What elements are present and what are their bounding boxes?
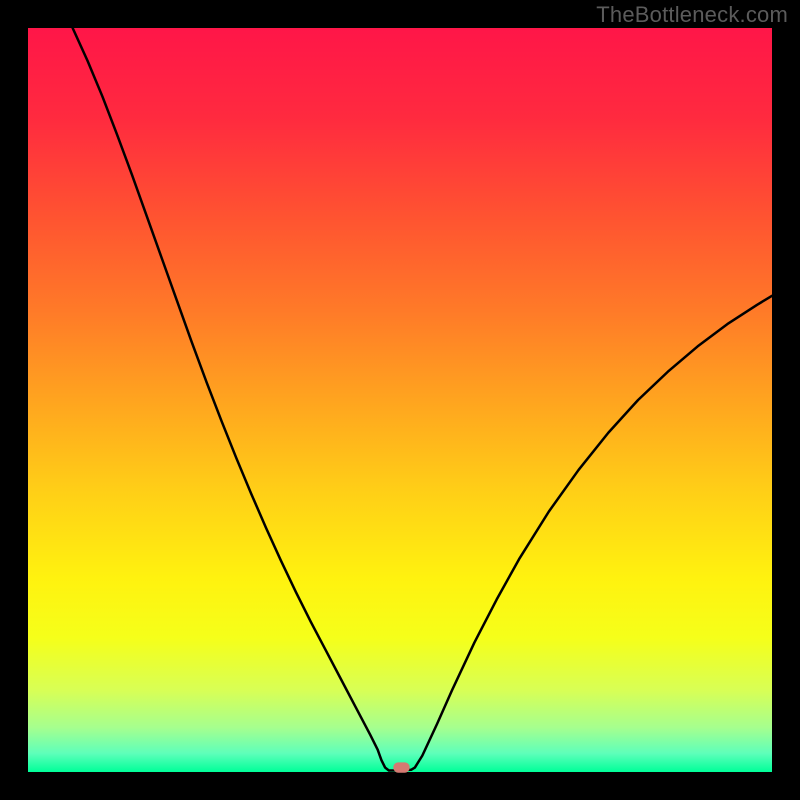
optimal-point-marker [393,762,409,772]
bottleneck-chart [0,0,800,800]
chart-container: TheBottleneck.com [0,0,800,800]
gradient-background [28,28,772,772]
watermark-text: TheBottleneck.com [596,2,788,28]
